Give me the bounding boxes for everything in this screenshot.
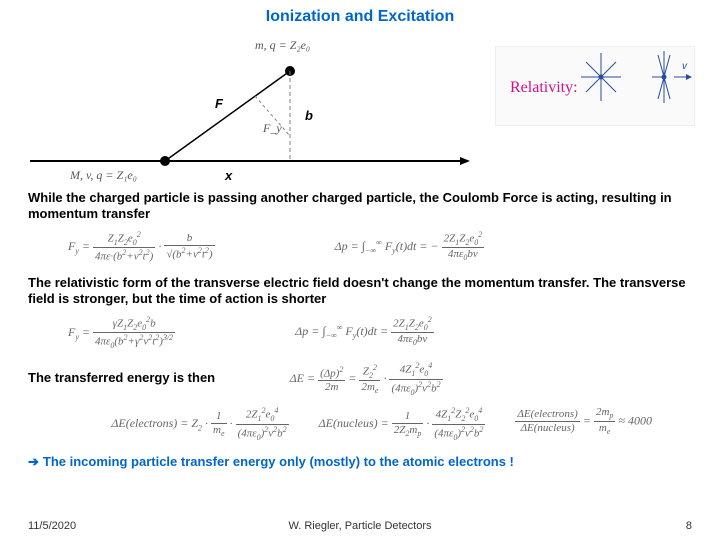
- label-b: b: [305, 108, 313, 123]
- label-x: x: [225, 168, 232, 183]
- footer: 11/5/2020 W. Riegler, Particle Detectors…: [0, 520, 720, 532]
- geometry-svg: [0, 26, 480, 186]
- eq-dE-nucleus: ΔE(nucleus) = 12Z2mp · 4Z12Z22e04(4πε0)2…: [319, 407, 486, 442]
- eq-ratio: ΔE(electrons)ΔE(nucleus) = 2mpme ≈ 4000: [515, 407, 652, 442]
- footer-center: W. Riegler, Particle Detectors: [288, 520, 431, 532]
- slide-title: Ionization and Excitation: [0, 0, 720, 26]
- para-2: The relativistic form of the transverse …: [28, 275, 692, 308]
- relativity-sketch: v Relativity:: [495, 46, 695, 126]
- svg-text:v: v: [682, 61, 688, 72]
- eq-row-2: Fy = γZ1Z2e02b4πε0(b2+γ2v2t2)3/2 Δp = ∫−…: [68, 316, 692, 351]
- top-particle-annot: m, q = Z₂e₀: [255, 38, 310, 53]
- label-Fy: F_y: [263, 121, 282, 136]
- eq-fy-classical: Fy = Z1Z2e024πε·(b2+v2t2) · b√(b2+v2t2): [68, 231, 215, 264]
- para-4-text: The incoming particle transfer energy on…: [43, 454, 514, 469]
- footer-date: 11/5/2020: [28, 520, 76, 532]
- footer-page: 8: [686, 520, 692, 532]
- left-particle-annot: M, v, q = Z₁e₀: [70, 168, 137, 183]
- arrow-icon: ➔: [28, 454, 39, 469]
- para-4: ➔ The incoming particle transfer energy o…: [28, 454, 692, 470]
- eq-row-4: ΔE(electrons) = Z2 · 1me · 2Z12e04(4πε0)…: [68, 407, 652, 442]
- eq-dE-electrons: ΔE(electrons) = Z2 · 1me · 2Z12e04(4πε0)…: [111, 407, 288, 442]
- eq-dp-rel: Δp = ∫−∞∞ Fy(t)dt = 2Z1Z2e024πε0bv: [295, 316, 434, 351]
- content-area: While the charged particle is passing an…: [0, 190, 720, 470]
- eq-dE: ΔE = (Δp)22m = Z222me · 4Z12e04(4πε0)2v2…: [290, 371, 443, 385]
- para-3: The transferred energy is then: [28, 370, 215, 386]
- eq-dp-classical: Δp = ∫−∞∞ Fy(t)dt = − 2Z1Z2e024πε0bv: [335, 231, 485, 264]
- label-F: F: [215, 96, 223, 111]
- diagram-area: m, q = Z₂e₀ M, v, q = Z₁e₀ F F_y b x: [0, 26, 720, 186]
- para-1: While the charged particle is passing an…: [28, 190, 692, 223]
- relativity-label: Relativity:: [510, 79, 578, 97]
- eq-row-1: Fy = Z1Z2e024πε·(b2+v2t2) · b√(b2+v2t2) …: [68, 231, 692, 264]
- eq-fy-rel: Fy = γZ1Z2e02b4πε0(b2+γ2v2t2)3/2: [68, 316, 175, 351]
